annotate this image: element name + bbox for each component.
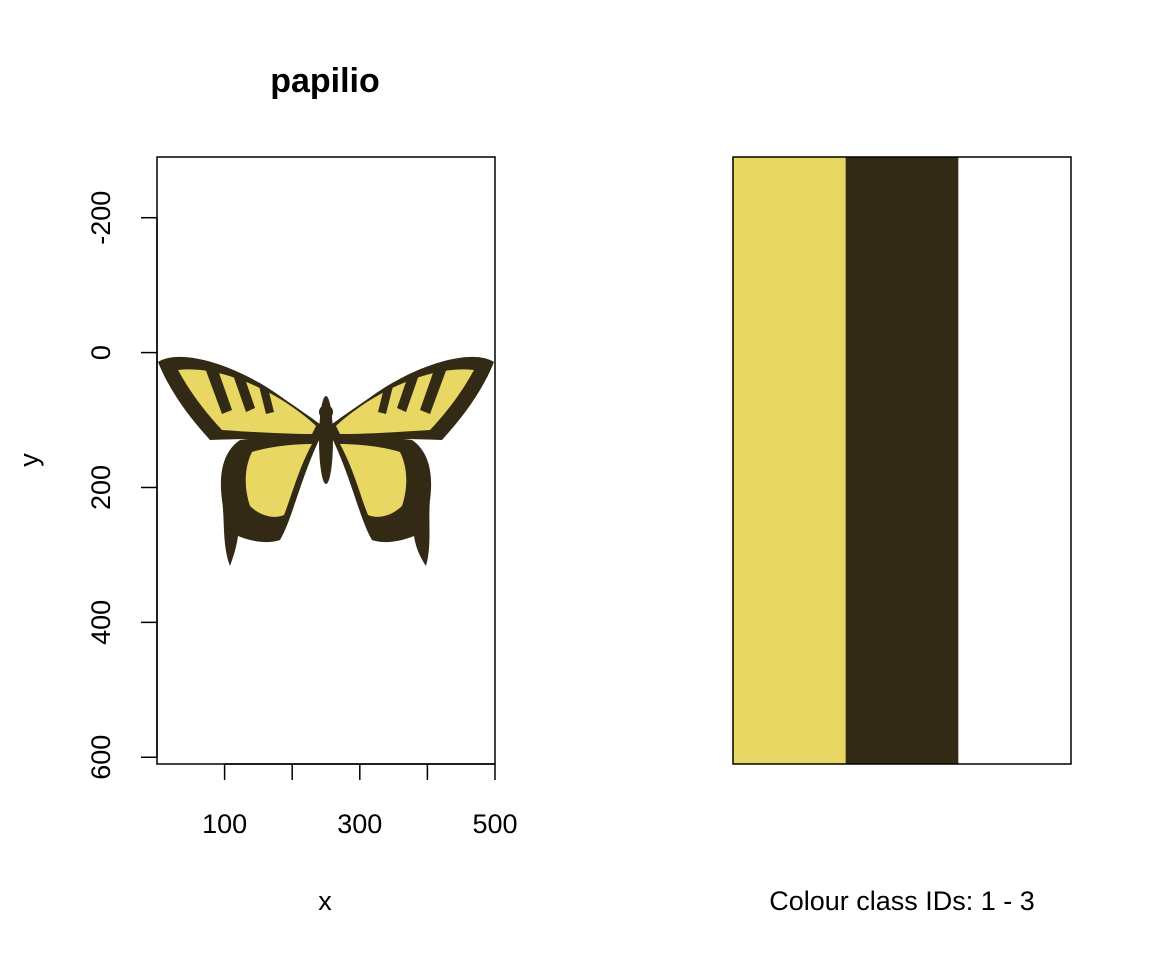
right-hindwing-yellow [340,444,407,517]
y-axis: -200 0 200 400 600 [86,191,158,780]
colour-class-swatch-2 [845,157,959,764]
y-axis-label: y [14,453,44,467]
swatch-frame [732,156,1072,765]
y-tick-label: 600 [86,735,116,780]
butterfly-head [319,405,333,419]
wing-stripes [205,368,447,414]
x-tick-label: 500 [472,809,517,839]
colour-class-swatch-3 [958,157,1072,764]
x-tick-label: 100 [202,809,247,839]
left-hindwing-yellow [245,444,312,517]
colour-class-swatches [733,157,1072,764]
y-tick-label: 400 [86,600,116,645]
y-tick-label: 0 [86,345,116,360]
y-tick-label: 200 [86,465,116,510]
y-tick-label: -200 [86,191,116,245]
colour-class-label: Colour class IDs: 1 - 3 [769,886,1035,916]
colour-class-swatch-1 [733,157,847,764]
x-axis: 100 300 500 [202,763,518,839]
butterfly-image [158,356,494,566]
x-tick-label: 300 [337,809,382,839]
chart-title: papilio [270,62,380,100]
x-axis-label: x [318,886,332,916]
